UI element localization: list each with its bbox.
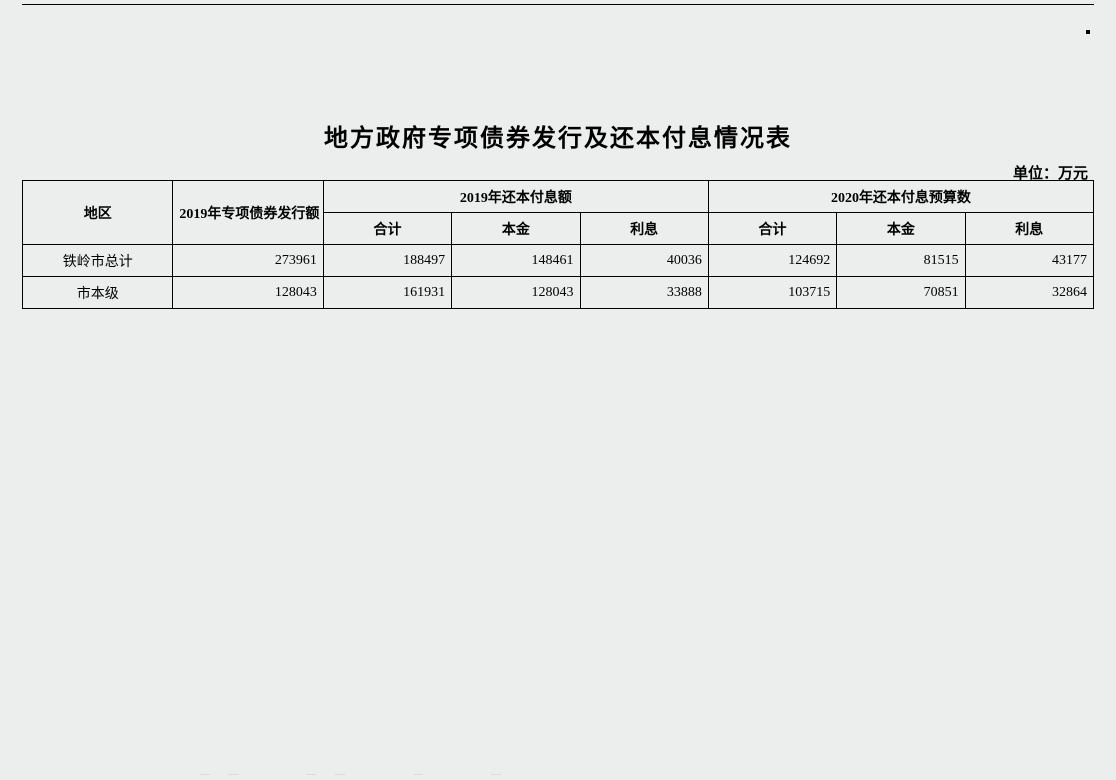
page-title: 地方政府专项债券发行及还本付息情况表: [0, 118, 1116, 153]
table-row: 市本级 128043 161931 128043 33888 103715 70…: [23, 277, 1094, 309]
col-group-2019: 2019年还本付息额: [323, 181, 708, 213]
col-2019-total: 合计: [323, 213, 451, 245]
scan-speck: [1086, 30, 1090, 34]
cell-region: 铁岭市总计: [23, 245, 173, 277]
cell-region: 市本级: [23, 277, 173, 309]
table-head: 地区 2019年专项债券发行额 2019年还本付息额 2020年还本付息预算数 …: [23, 181, 1094, 245]
cell-2020-principal: 70851: [837, 277, 965, 309]
table-body: 铁岭市总计 273961 188497 148461 40036 124692 …: [23, 245, 1094, 309]
cell-2020-interest: 32864: [965, 277, 1093, 309]
scan-border-top: [22, 4, 1094, 5]
col-2020-principal: 本金: [837, 213, 965, 245]
col-group-2020: 2020年还本付息预算数: [708, 181, 1093, 213]
cell-2020-total: 103715: [708, 277, 836, 309]
scan-noise: — —— ———: [0, 764, 1116, 780]
table-head-row-1: 地区 2019年专项债券发行额 2019年还本付息额 2020年还本付息预算数: [23, 181, 1094, 213]
cell-2019-total: 188497: [323, 245, 451, 277]
cell-2019-interest: 33888: [580, 277, 708, 309]
cell-2019-interest: 40036: [580, 245, 708, 277]
bond-table: 地区 2019年专项债券发行额 2019年还本付息额 2020年还本付息预算数 …: [22, 180, 1094, 309]
col-region: 地区: [23, 181, 173, 245]
col-2020-interest: 利息: [965, 213, 1093, 245]
cell-2019-principal: 148461: [452, 245, 580, 277]
table-row: 铁岭市总计 273961 188497 148461 40036 124692 …: [23, 245, 1094, 277]
col-2020-total: 合计: [708, 213, 836, 245]
col-2019-principal: 本金: [452, 213, 580, 245]
cell-2019-total: 161931: [323, 277, 451, 309]
cell-2020-principal: 81515: [837, 245, 965, 277]
col-issuance: 2019年专项债券发行额: [173, 181, 323, 245]
cell-2019-principal: 128043: [452, 277, 580, 309]
cell-issuance: 128043: [173, 277, 323, 309]
cell-2020-total: 124692: [708, 245, 836, 277]
cell-2020-interest: 43177: [965, 245, 1093, 277]
col-2019-interest: 利息: [580, 213, 708, 245]
cell-issuance: 273961: [173, 245, 323, 277]
